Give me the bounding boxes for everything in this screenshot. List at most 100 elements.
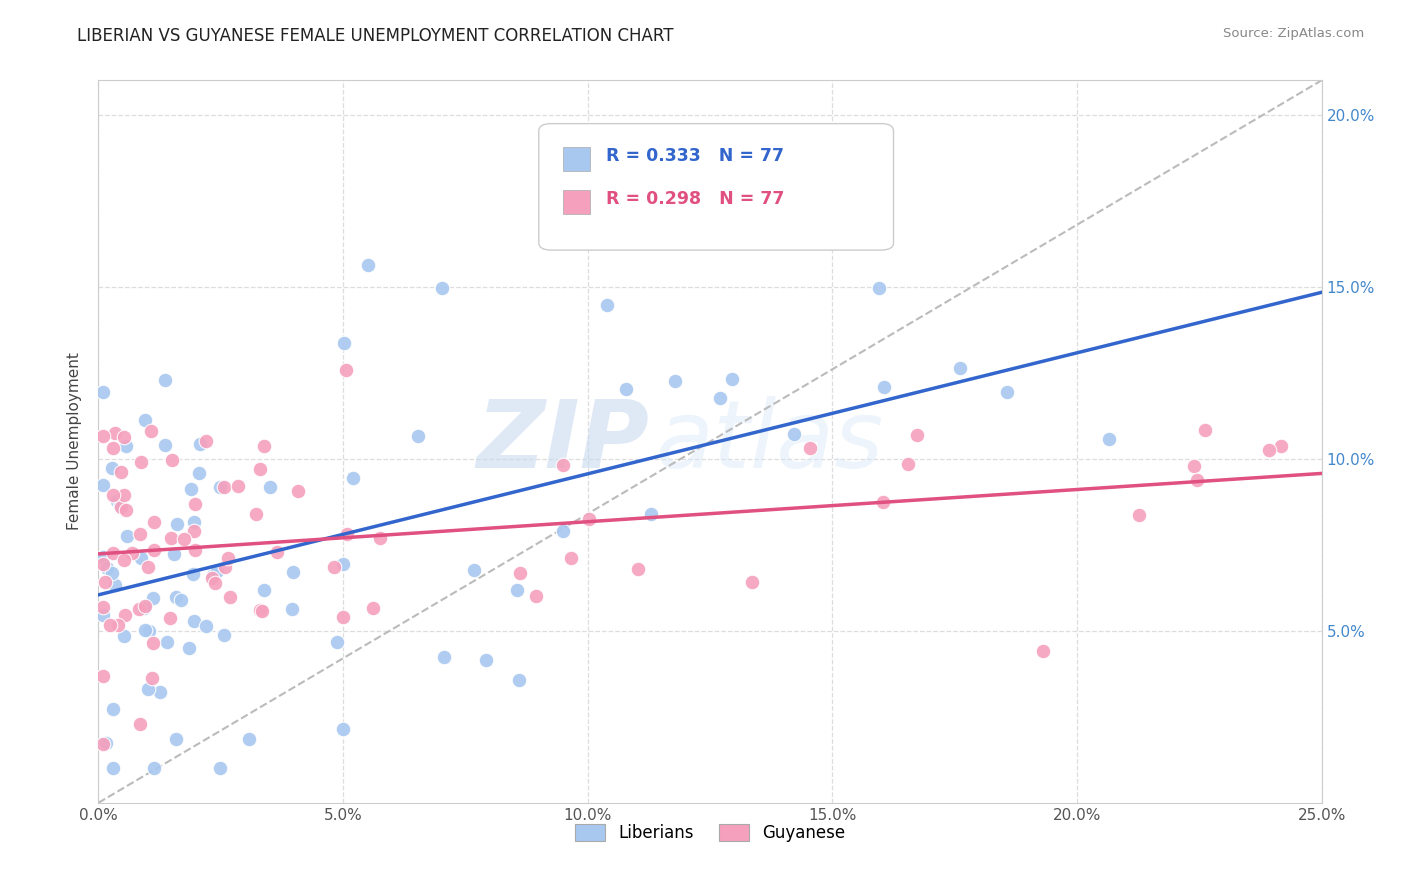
Point xyxy=(245,507,267,521)
Point xyxy=(332,558,354,572)
Point xyxy=(110,465,132,479)
Point xyxy=(202,568,225,582)
Point xyxy=(253,582,276,597)
Point xyxy=(103,761,125,775)
Point xyxy=(209,761,232,775)
FancyBboxPatch shape xyxy=(564,147,591,170)
Point xyxy=(94,574,117,589)
Point xyxy=(205,564,228,578)
Point xyxy=(949,360,972,375)
Point xyxy=(868,281,890,295)
Point xyxy=(212,480,235,494)
Point xyxy=(112,553,135,567)
Point xyxy=(212,628,235,642)
Point xyxy=(214,559,236,574)
Point xyxy=(91,738,114,752)
Point xyxy=(342,471,364,485)
Point xyxy=(253,439,276,453)
Point xyxy=(107,618,129,632)
Point xyxy=(280,602,302,616)
Point xyxy=(91,429,114,443)
Point xyxy=(142,591,165,605)
Point xyxy=(134,623,156,637)
Text: R = 0.298   N = 77: R = 0.298 N = 77 xyxy=(606,191,785,209)
Point xyxy=(91,477,114,491)
Point xyxy=(101,566,124,580)
Point xyxy=(463,563,485,577)
Text: LIBERIAN VS GUYANESE FEMALE UNEMPLOYMENT CORRELATION CHART: LIBERIAN VS GUYANESE FEMALE UNEMPLOYMENT… xyxy=(77,27,673,45)
Point xyxy=(114,629,136,643)
Point xyxy=(799,442,821,456)
Point xyxy=(110,500,132,515)
Point xyxy=(101,702,124,716)
Point xyxy=(96,560,118,574)
Point xyxy=(578,512,600,526)
Point xyxy=(741,575,763,590)
Point xyxy=(201,571,224,585)
Point xyxy=(326,634,349,648)
Point xyxy=(204,575,226,590)
Point xyxy=(560,550,582,565)
Point xyxy=(149,685,172,699)
Point xyxy=(138,624,160,639)
Point xyxy=(553,524,575,538)
Point xyxy=(1185,473,1208,487)
Point xyxy=(332,335,354,350)
Point xyxy=(1128,508,1150,523)
Point xyxy=(163,547,186,561)
Point xyxy=(188,436,211,450)
Point xyxy=(356,258,378,272)
Point xyxy=(209,480,232,494)
Point xyxy=(283,566,305,580)
Point xyxy=(249,603,271,617)
Legend: Liberians, Guyanese: Liberians, Guyanese xyxy=(568,817,852,848)
Point xyxy=(141,671,163,685)
Point xyxy=(905,427,928,442)
Point xyxy=(872,380,894,394)
Point xyxy=(165,731,187,746)
Text: R = 0.333   N = 77: R = 0.333 N = 77 xyxy=(606,147,785,165)
Point xyxy=(121,546,143,560)
Point xyxy=(218,590,240,604)
Point xyxy=(165,590,187,604)
Point xyxy=(664,374,686,388)
Point xyxy=(361,600,384,615)
Point xyxy=(143,542,166,557)
Point xyxy=(166,517,188,532)
Point xyxy=(143,761,166,775)
Point xyxy=(112,488,135,502)
Point xyxy=(110,500,132,514)
Point xyxy=(162,453,184,467)
Point xyxy=(101,488,124,502)
Point xyxy=(551,458,574,472)
Point xyxy=(153,438,176,452)
Point xyxy=(183,524,205,538)
Point xyxy=(91,607,114,622)
Point xyxy=(159,611,181,625)
Point xyxy=(1194,423,1216,437)
Point xyxy=(103,425,125,440)
Point xyxy=(105,494,128,508)
Point xyxy=(475,653,498,667)
Point xyxy=(134,599,156,614)
Point xyxy=(184,497,207,511)
Point xyxy=(132,601,155,615)
Point xyxy=(153,373,176,387)
Point xyxy=(129,527,152,541)
Point xyxy=(134,413,156,427)
Point xyxy=(100,618,122,632)
Point xyxy=(173,532,195,546)
Point xyxy=(322,560,344,574)
Point xyxy=(266,545,288,559)
Point xyxy=(287,484,309,499)
Point xyxy=(332,723,354,737)
Point xyxy=(115,439,138,453)
Point xyxy=(128,601,150,615)
Point xyxy=(136,559,159,574)
Point xyxy=(1032,643,1054,657)
Point xyxy=(509,566,531,580)
Point xyxy=(596,298,619,312)
Text: ZIP: ZIP xyxy=(477,395,648,488)
Point xyxy=(117,529,139,543)
Point xyxy=(1270,440,1292,454)
